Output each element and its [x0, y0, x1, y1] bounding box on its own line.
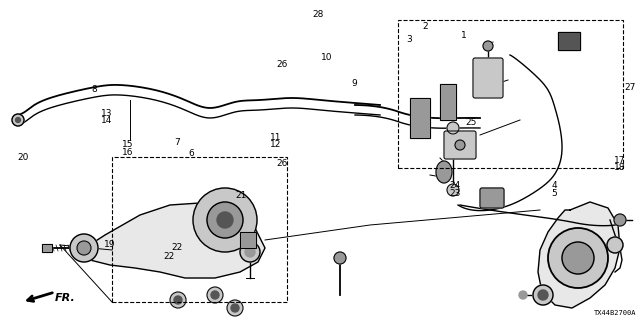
- FancyBboxPatch shape: [480, 188, 504, 208]
- Text: 16: 16: [122, 148, 133, 156]
- Text: 21: 21: [236, 191, 247, 200]
- Circle shape: [207, 287, 223, 303]
- Text: 28: 28: [312, 10, 324, 19]
- Text: 6: 6: [189, 149, 195, 158]
- Text: 15: 15: [122, 140, 133, 149]
- Text: 11: 11: [270, 133, 282, 142]
- Bar: [240, 232, 256, 248]
- Polygon shape: [538, 202, 620, 308]
- Text: 22: 22: [172, 243, 183, 252]
- Circle shape: [15, 117, 20, 123]
- Circle shape: [70, 234, 98, 262]
- Text: 27: 27: [625, 83, 636, 92]
- Circle shape: [533, 285, 553, 305]
- Circle shape: [217, 212, 233, 228]
- Circle shape: [519, 291, 527, 299]
- Text: 9: 9: [351, 79, 357, 88]
- Circle shape: [334, 252, 346, 264]
- Bar: [112, 157, 287, 302]
- Circle shape: [455, 140, 465, 150]
- Circle shape: [207, 202, 243, 238]
- Bar: [440, 84, 456, 120]
- Text: 26: 26: [276, 60, 288, 68]
- Circle shape: [193, 188, 257, 252]
- Bar: [240, 232, 256, 248]
- Circle shape: [77, 241, 91, 255]
- Text: 20: 20: [17, 153, 29, 162]
- Bar: [558, 32, 580, 50]
- Circle shape: [538, 290, 548, 300]
- Text: 17: 17: [614, 156, 626, 164]
- Circle shape: [174, 296, 182, 304]
- Circle shape: [447, 122, 459, 134]
- Circle shape: [231, 304, 239, 312]
- FancyBboxPatch shape: [473, 58, 503, 98]
- Circle shape: [483, 41, 493, 51]
- Text: 1: 1: [461, 31, 467, 40]
- Text: 25: 25: [465, 118, 477, 127]
- Text: 12: 12: [270, 140, 282, 149]
- Circle shape: [607, 237, 623, 253]
- Bar: [42, 244, 52, 252]
- Circle shape: [170, 292, 186, 308]
- Circle shape: [240, 242, 260, 262]
- Bar: [398, 20, 623, 168]
- Ellipse shape: [436, 161, 452, 183]
- Circle shape: [562, 242, 594, 274]
- FancyBboxPatch shape: [444, 131, 476, 159]
- Bar: [42, 244, 52, 252]
- Text: 13: 13: [100, 109, 112, 118]
- Bar: [558, 32, 580, 50]
- Circle shape: [12, 114, 24, 126]
- Circle shape: [447, 184, 459, 196]
- Text: 14: 14: [100, 116, 112, 125]
- Text: 26: 26: [276, 159, 288, 168]
- Bar: [440, 84, 456, 120]
- Text: 3: 3: [406, 35, 412, 44]
- Circle shape: [548, 228, 608, 288]
- Text: 24: 24: [449, 181, 461, 190]
- Bar: [410, 98, 430, 138]
- Text: 23: 23: [449, 189, 461, 198]
- Text: FR.: FR.: [55, 293, 76, 303]
- Circle shape: [614, 214, 626, 226]
- Text: 2: 2: [422, 22, 428, 31]
- Text: 4: 4: [552, 181, 557, 190]
- Text: 22: 22: [164, 252, 175, 261]
- Circle shape: [245, 247, 255, 257]
- Text: 5: 5: [552, 189, 557, 198]
- Text: 19: 19: [104, 240, 115, 249]
- Text: 18: 18: [614, 163, 626, 172]
- Circle shape: [227, 300, 243, 316]
- Bar: [410, 98, 430, 138]
- Polygon shape: [80, 203, 265, 278]
- Text: 7: 7: [174, 138, 180, 147]
- Text: 8: 8: [92, 85, 97, 94]
- Circle shape: [211, 291, 219, 299]
- Text: 10: 10: [321, 53, 333, 62]
- Text: TX44B2700A: TX44B2700A: [593, 310, 636, 316]
